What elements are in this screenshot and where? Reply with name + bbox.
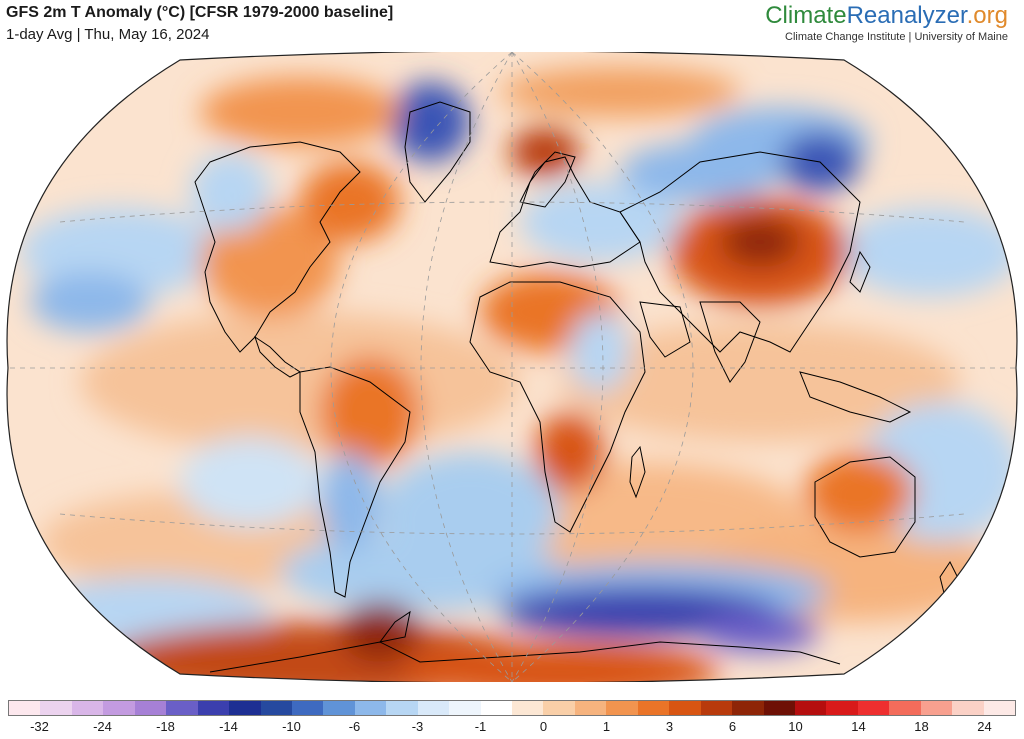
scale-tick-label: 24 (977, 719, 992, 734)
scale-swatch (40, 701, 72, 715)
scale-tick-label: 0 (539, 719, 548, 734)
scale-tick-label: -24 (93, 719, 112, 734)
scale-swatch (386, 701, 418, 715)
scale-swatch (763, 701, 795, 715)
scale-swatch (920, 701, 953, 715)
scale-swatch (669, 701, 701, 715)
color-scale-bar (8, 700, 1016, 716)
scale-swatch (197, 701, 230, 715)
scale-tick-label: -32 (30, 719, 49, 734)
scale-swatch (9, 701, 41, 715)
anomaly-map (0, 50, 1024, 684)
scale-swatch (574, 701, 607, 715)
world-map-svg (6, 50, 1018, 684)
scale-swatch (857, 701, 890, 715)
scale-swatch (700, 701, 733, 715)
scale-swatch (449, 701, 481, 715)
scale-tick-label: 1 (602, 719, 611, 734)
scale-tick-label: -14 (219, 719, 238, 734)
scale-swatch (512, 701, 544, 715)
scale-tick-label: 14 (851, 719, 866, 734)
scale-tick-label: -1 (474, 719, 487, 734)
scale-swatch (606, 701, 638, 715)
scale-swatch (354, 701, 387, 715)
scale-tick-label: -6 (348, 719, 361, 734)
scale-swatch (637, 701, 670, 715)
scale-swatch (166, 701, 198, 715)
scale-swatch (480, 701, 512, 715)
globe-outline (6, 50, 1018, 684)
color-scale-ticks: -32-24-18-14-10-6-3-101361014182432 (8, 719, 1016, 735)
scale-swatch (323, 701, 355, 715)
scale-tick-label: 18 (914, 719, 929, 734)
scale-swatch (103, 701, 135, 715)
brand-logo[interactable]: ClimateReanalyzer.org Climate Change Ins… (765, 2, 1008, 43)
scale-swatch (794, 701, 827, 715)
coastlines (194, 101, 961, 673)
scale-tick-label: -3 (411, 719, 424, 734)
scale-swatch (826, 701, 858, 715)
scale-swatch (732, 701, 764, 715)
scale-swatch (71, 701, 104, 715)
map-subtitle: 1-day Avg | Thu, May 16, 2024 (6, 26, 210, 43)
scale-swatch (291, 701, 324, 715)
scale-swatch (983, 701, 1015, 715)
scale-tick-label: 10 (788, 719, 803, 734)
scale-swatch (134, 701, 167, 715)
scale-swatch (952, 701, 984, 715)
scale-swatch (543, 701, 575, 715)
scale-swatch (229, 701, 261, 715)
scale-swatch (417, 701, 450, 715)
brand-name: ClimateReanalyzer.org (765, 2, 1008, 30)
scale-swatch (889, 701, 921, 715)
graticule (7, 51, 1017, 683)
brand-tagline: Climate Change Institute | University of… (785, 31, 1008, 43)
scale-tick-label: 3 (665, 719, 674, 734)
scale-swatch (260, 701, 292, 715)
brand-name-reanalyzer: Reanalyzer (846, 2, 967, 29)
scale-tick-label: -10 (282, 719, 301, 734)
scale-tick-label: 6 (728, 719, 737, 734)
brand-name-climate: Climate (765, 2, 847, 29)
scale-tick-label: -18 (156, 719, 175, 734)
anomaly-field (7, 51, 1017, 683)
brand-name-org: .org (966, 2, 1008, 29)
map-title: GFS 2m T Anomaly (°C) [CFSR 1979-2000 ba… (6, 4, 394, 21)
